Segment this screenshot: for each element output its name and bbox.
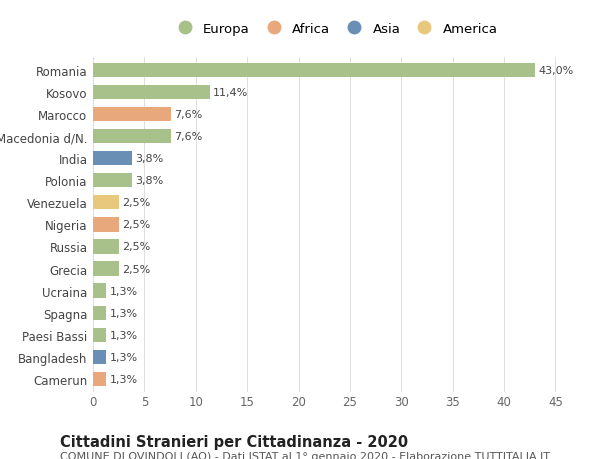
Text: 2,5%: 2,5%	[122, 220, 150, 230]
Text: 2,5%: 2,5%	[122, 264, 150, 274]
Text: 11,4%: 11,4%	[213, 88, 248, 98]
Text: 7,6%: 7,6%	[174, 132, 202, 142]
Bar	[93, 350, 106, 364]
Bar	[93, 262, 119, 276]
Bar	[93, 174, 132, 188]
Text: 43,0%: 43,0%	[538, 66, 573, 76]
Legend: Europa, Africa, Asia, America: Europa, Africa, Asia, America	[169, 20, 500, 39]
Bar	[93, 107, 171, 122]
Text: 7,6%: 7,6%	[174, 110, 202, 120]
Text: 3,8%: 3,8%	[135, 154, 163, 164]
Bar	[93, 196, 119, 210]
Bar	[93, 328, 106, 342]
Bar	[93, 240, 119, 254]
Bar	[93, 306, 106, 320]
Bar	[93, 63, 535, 78]
Bar	[93, 218, 119, 232]
Bar	[93, 372, 106, 386]
Text: 1,3%: 1,3%	[109, 374, 137, 384]
Bar	[93, 151, 132, 166]
Bar	[93, 85, 210, 100]
Text: 1,3%: 1,3%	[109, 308, 137, 318]
Text: 2,5%: 2,5%	[122, 242, 150, 252]
Text: COMUNE DI OVINDOLI (AQ) - Dati ISTAT al 1° gennaio 2020 - Elaborazione TUTTITALI: COMUNE DI OVINDOLI (AQ) - Dati ISTAT al …	[60, 451, 550, 459]
Text: 2,5%: 2,5%	[122, 198, 150, 208]
Text: 1,3%: 1,3%	[109, 352, 137, 362]
Text: 1,3%: 1,3%	[109, 286, 137, 296]
Text: Cittadini Stranieri per Cittadinanza - 2020: Cittadini Stranieri per Cittadinanza - 2…	[60, 434, 408, 449]
Bar	[93, 284, 106, 298]
Bar	[93, 129, 171, 144]
Text: 3,8%: 3,8%	[135, 176, 163, 186]
Text: 1,3%: 1,3%	[109, 330, 137, 340]
